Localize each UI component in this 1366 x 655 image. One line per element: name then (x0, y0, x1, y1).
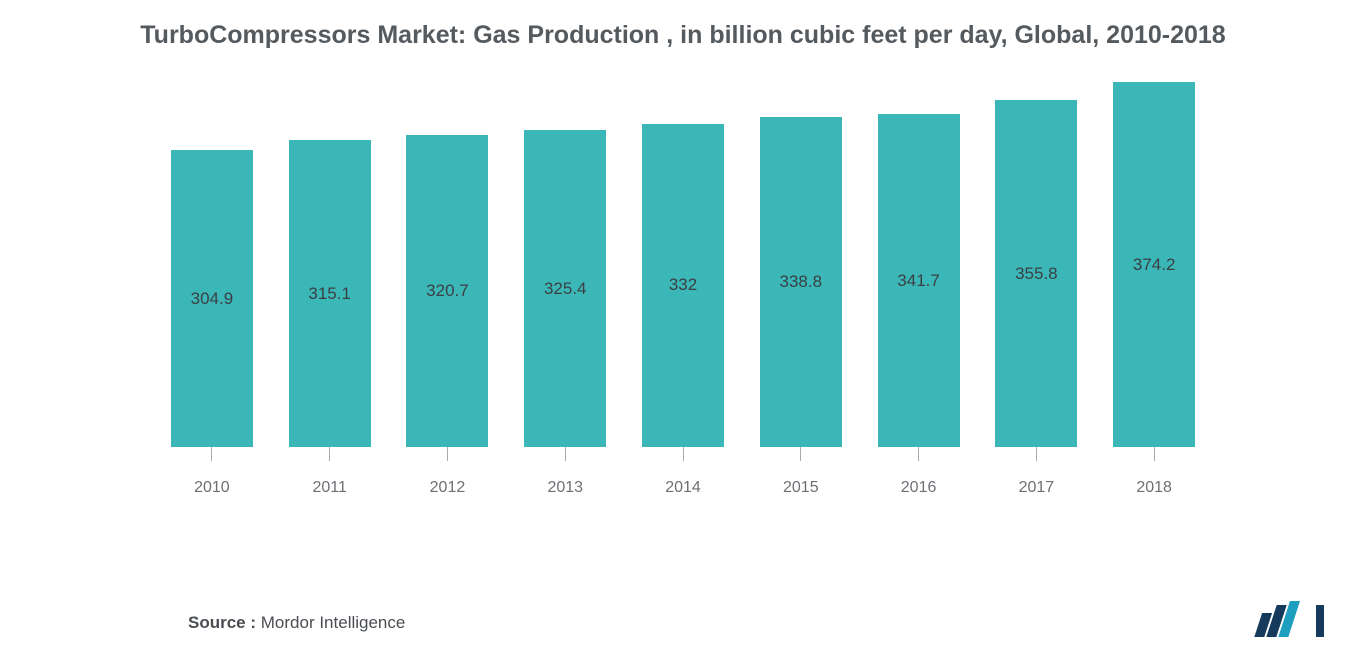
bar-slot: 3322014 (624, 124, 742, 462)
x-axis-label: 2014 (665, 479, 701, 497)
x-tick (683, 447, 684, 461)
x-axis-label: 2013 (547, 479, 583, 497)
bar-value-label: 304.9 (191, 289, 234, 309)
bar: 338.8 (760, 117, 842, 447)
x-axis-label: 2017 (1019, 479, 1055, 497)
chart-title: TurboCompressors Market: Gas Production … (0, 0, 1366, 61)
source-line: Source : Mordor Intelligence (188, 613, 405, 633)
x-tick (211, 447, 212, 461)
x-tick (800, 447, 801, 461)
bar-value-label: 355.8 (1015, 264, 1058, 284)
x-axis-label: 2011 (312, 479, 346, 497)
bar-slot: 315.12011 (271, 140, 389, 461)
bar-value-label: 320.7 (426, 281, 469, 301)
bar: 325.4 (524, 130, 606, 447)
footer: Source : Mordor Intelligence (0, 601, 1366, 641)
bar-slot: 325.42013 (506, 130, 624, 461)
bar: 304.9 (171, 150, 253, 447)
x-axis-label: 2010 (194, 479, 230, 497)
bar-value-label: 341.7 (897, 271, 940, 291)
bar: 355.8 (995, 100, 1077, 447)
bar-slot: 374.22018 (1095, 82, 1213, 461)
bars-container: 304.92010315.12011320.72012325.420133322… (153, 71, 1213, 461)
bar: 341.7 (878, 114, 960, 447)
bar-value-label: 325.4 (544, 279, 587, 299)
x-tick (329, 447, 330, 461)
bar: 320.7 (406, 135, 488, 448)
bar: 332 (642, 124, 724, 448)
bar-slot: 320.72012 (389, 135, 507, 462)
bar-slot: 355.82017 (977, 100, 1095, 461)
x-axis-label: 2012 (430, 479, 466, 497)
x-axis-label: 2018 (1136, 479, 1172, 497)
x-tick (1036, 447, 1037, 461)
mordor-logo-icon (1254, 597, 1332, 637)
bar-chart: 304.92010315.12011320.72012325.420133322… (153, 71, 1213, 501)
bar-value-label: 332 (669, 275, 697, 295)
x-tick (447, 447, 448, 461)
x-axis-label: 2016 (901, 479, 937, 497)
source-text: Mordor Intelligence (261, 613, 406, 632)
bar-value-label: 315.1 (308, 284, 351, 304)
bar-slot: 341.72016 (860, 114, 978, 461)
bar-slot: 304.92010 (153, 150, 271, 461)
source-label: Source : (188, 613, 256, 632)
bar-value-label: 338.8 (780, 272, 823, 292)
x-axis-label: 2015 (783, 479, 819, 497)
bar-value-label: 374.2 (1133, 255, 1176, 275)
x-tick (1154, 447, 1155, 461)
bar-slot: 338.82015 (742, 117, 860, 461)
x-tick (565, 447, 566, 461)
bar: 374.2 (1113, 82, 1195, 447)
x-tick (918, 447, 919, 461)
bar: 315.1 (289, 140, 371, 447)
